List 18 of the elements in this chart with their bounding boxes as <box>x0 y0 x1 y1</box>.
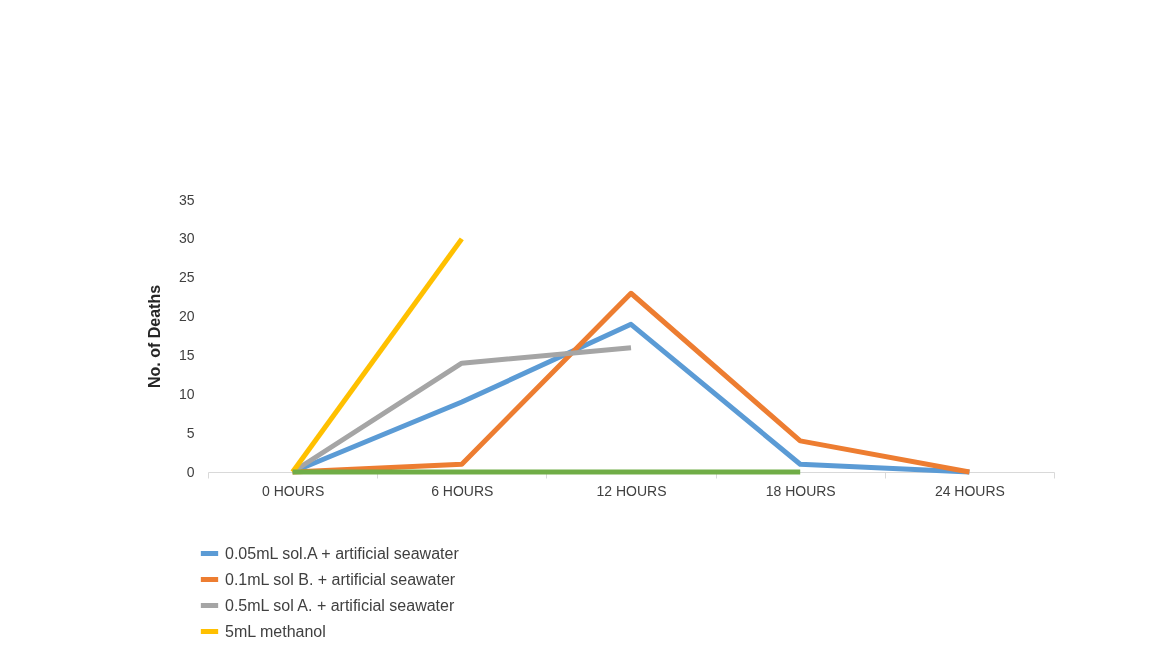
y-tick-label: 15 <box>178 346 195 363</box>
y-tick-label: 20 <box>178 308 195 325</box>
legend-label: 0.05mL sol.A + artificial seawater <box>225 544 460 562</box>
y-tick-label: 35 <box>178 191 195 208</box>
y-tick-label: 10 <box>178 385 195 402</box>
legend-label: 0.1mL sol B. + artificial seawater <box>225 570 456 588</box>
y-tick-label: 30 <box>178 230 195 247</box>
y-tick-label: 5 <box>186 424 195 441</box>
x-tick-label: 18 HOURS <box>765 482 836 499</box>
x-tick-label: 12 HOURS <box>596 482 667 499</box>
x-tick-label: 0 HOURS <box>261 482 325 499</box>
x-tick-label: 24 HOURS <box>934 482 1005 499</box>
y-axis-title: No. of Deaths <box>145 284 163 389</box>
legend-label: 0.5mL sol A. + artificial seawater <box>225 596 455 614</box>
legend-label: 5mL methanol <box>225 622 326 640</box>
y-tick-label: 0 <box>186 463 195 480</box>
x-tick-label: 6 HOURS <box>431 482 494 499</box>
y-tick-label: 25 <box>178 269 195 286</box>
